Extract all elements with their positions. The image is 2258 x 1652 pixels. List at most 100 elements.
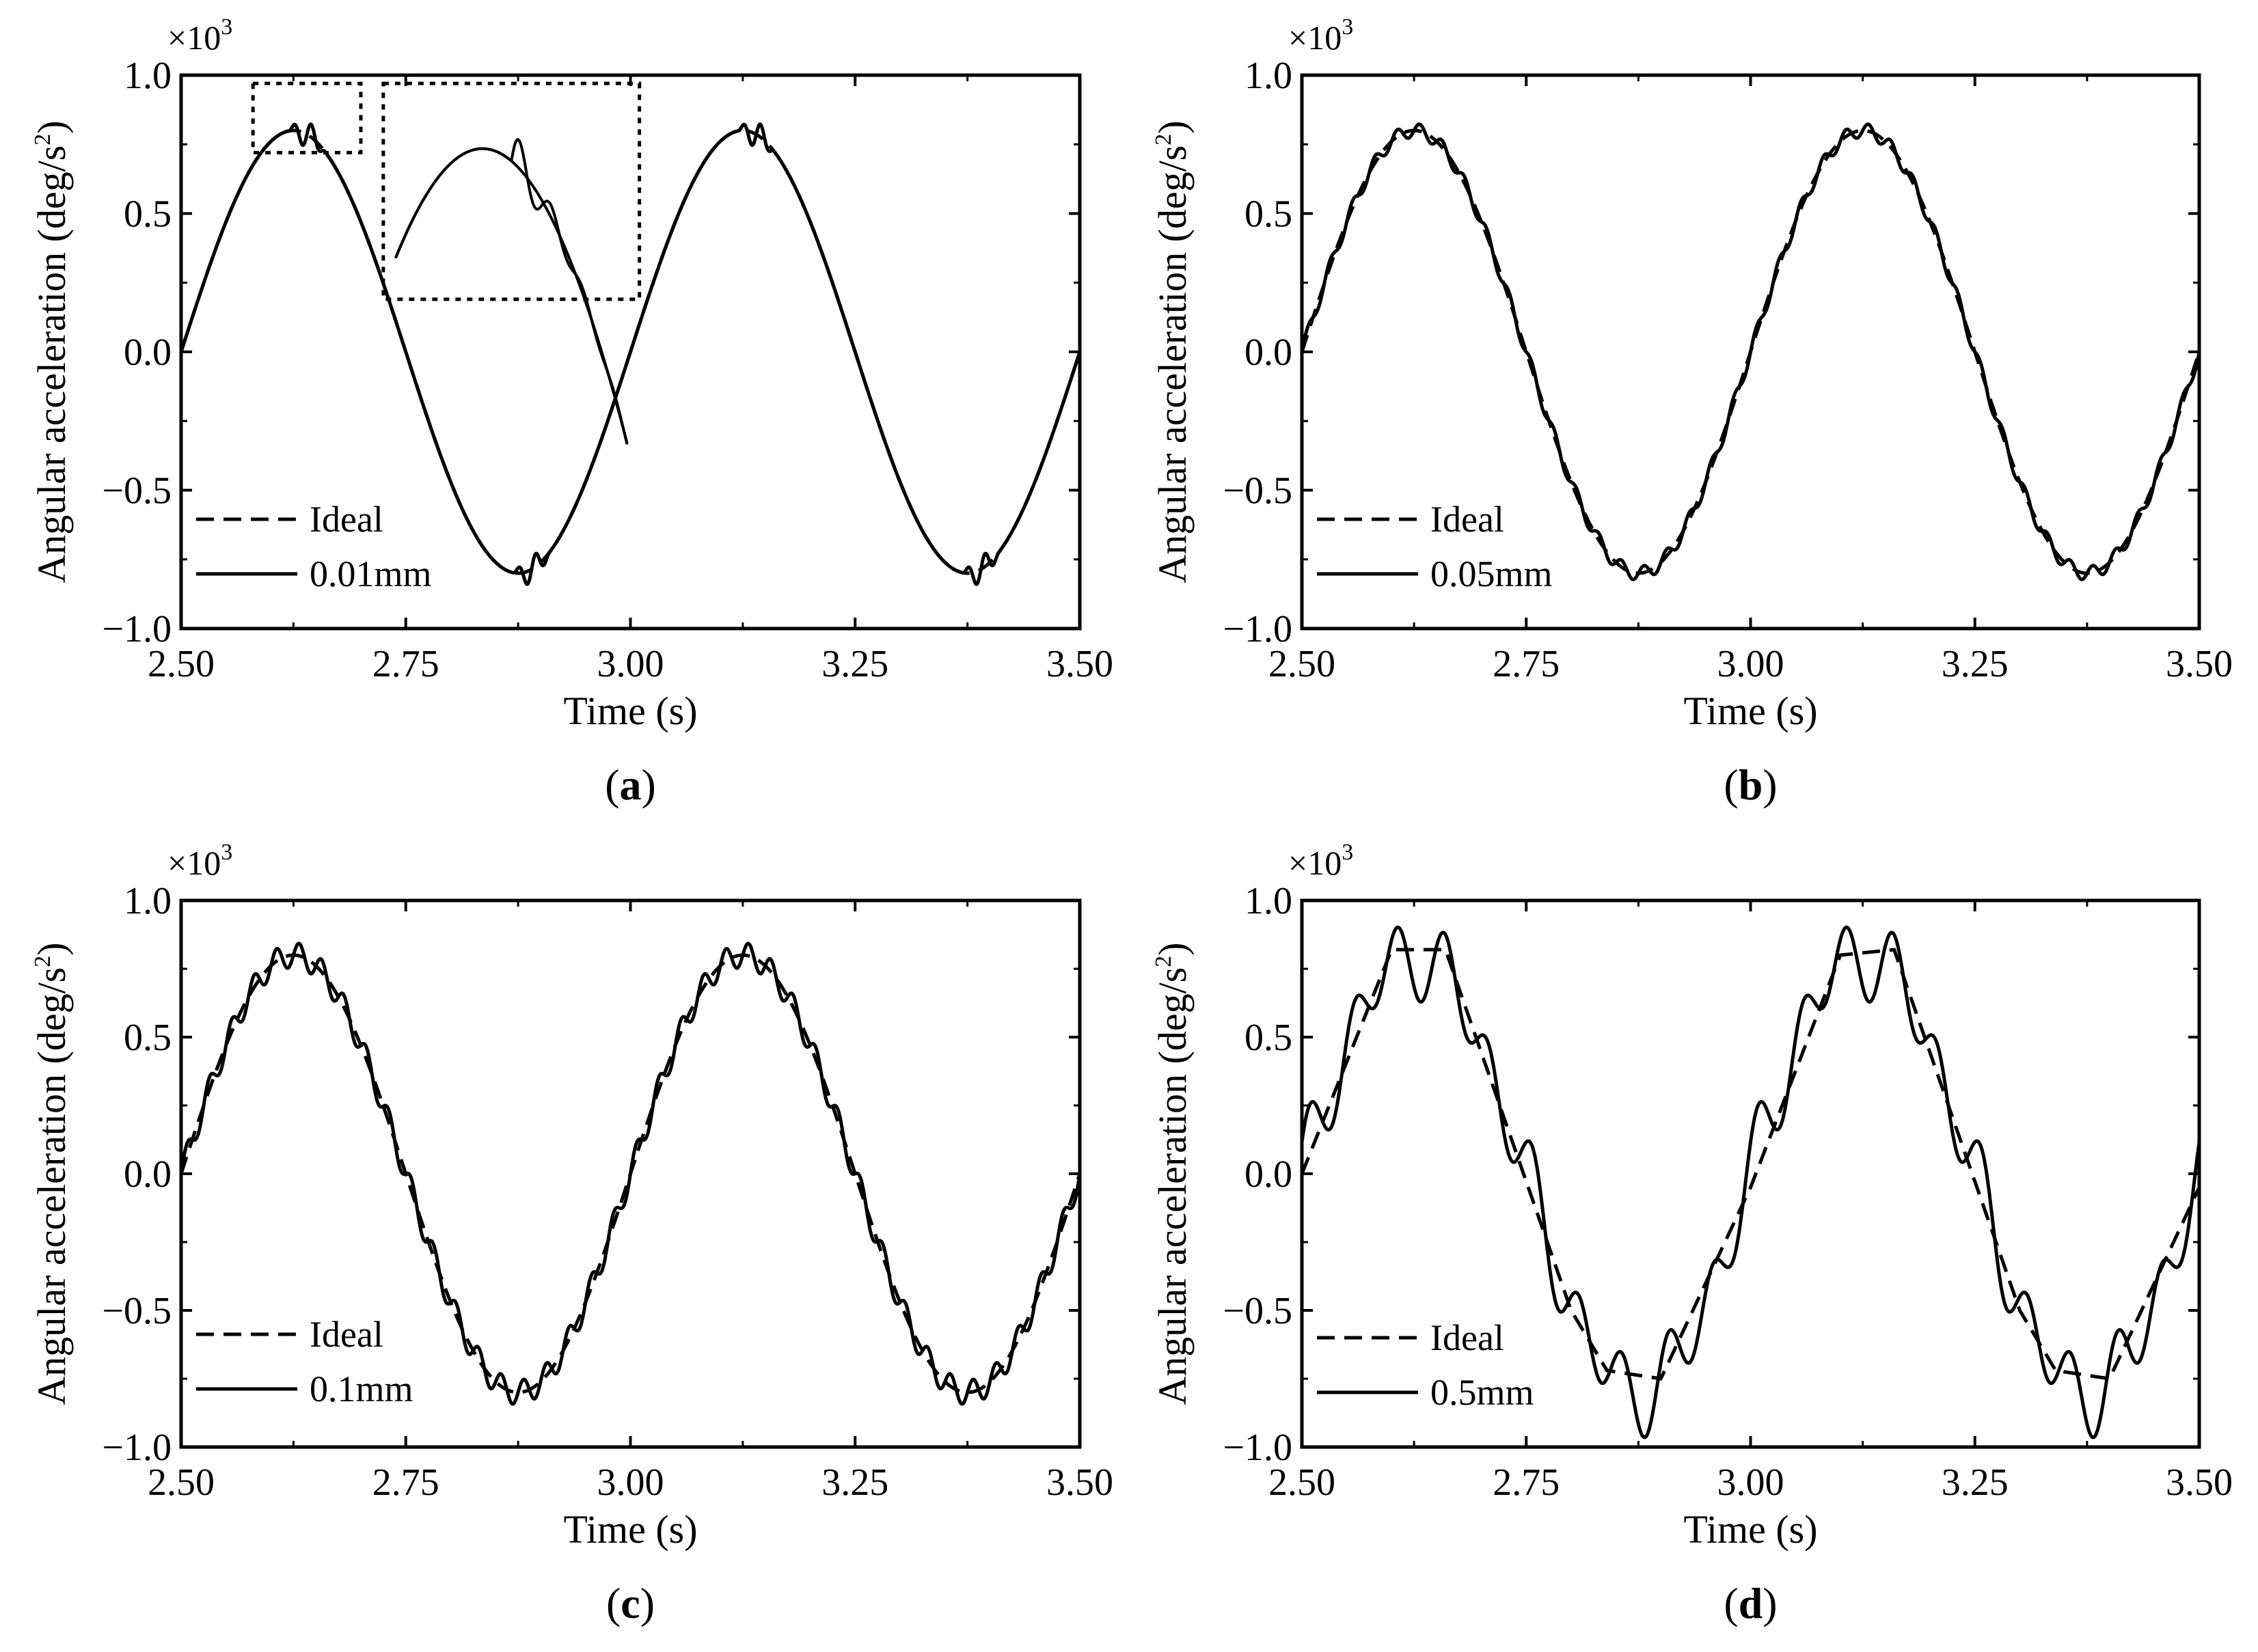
y-axis-label: Angular acceleration (deg/s2) xyxy=(29,942,74,1405)
y-axis-label: Angular acceleration (deg/s2) xyxy=(29,120,74,583)
x-tick-label: 3.25 xyxy=(821,643,888,685)
x-axis-label: Time (s) xyxy=(1683,1507,1817,1552)
y-axis-label-main: Angular acceleration (deg/s xyxy=(29,967,74,1405)
panel-label-open: ( xyxy=(1724,760,1738,809)
panel-label: (d) xyxy=(1724,1579,1777,1627)
y-axis-label-superscript: 2 xyxy=(30,134,55,146)
legend-ideal-label: Ideal xyxy=(1430,499,1504,540)
y-tick-label: 0.0 xyxy=(124,1153,172,1196)
chart-panel-b: 2.50 2.75 3.00 3.25 3.50 1.0 0.5 0.0 −0.5 −1.0 ×10… xyxy=(1150,14,2233,809)
panel-label-letter: a xyxy=(620,760,642,809)
y-tick-label: 1.0 xyxy=(1244,880,1292,922)
y-tick-label: 1.0 xyxy=(124,880,172,922)
y-tick-label: 0.5 xyxy=(124,1017,172,1059)
x-tick-label: 2.75 xyxy=(372,643,439,685)
legend-actual-label: 0.01mm xyxy=(310,553,432,594)
x-tick-label: 3.00 xyxy=(1717,643,1784,685)
x-tick-label: 3.00 xyxy=(597,1461,664,1504)
x-tick-label: 3.50 xyxy=(2166,1461,2233,1504)
y-axis-label-close: ) xyxy=(1150,942,1195,955)
y-axis-label-superscript: 2 xyxy=(1151,956,1176,967)
series-0.5mm-line xyxy=(1300,925,2201,1440)
x-axis-label: Time (s) xyxy=(563,1507,697,1552)
y-tick-label: −1.0 xyxy=(102,1427,172,1469)
x-tick-label: 3.50 xyxy=(1046,1461,1113,1504)
scale-exponent: 3 xyxy=(1342,14,1353,40)
y-tick-label: 1.0 xyxy=(124,55,172,97)
y-tick-label: 0.0 xyxy=(1244,331,1292,374)
x-tick-label: 2.75 xyxy=(372,1461,439,1504)
panel-label-open: ( xyxy=(605,760,619,809)
panel-label-letter: c xyxy=(621,1579,640,1627)
panel-label-letter: d xyxy=(1739,1579,1763,1627)
panel-label-letter: b xyxy=(1739,760,1763,809)
y-axis-label: Angular acceleration (deg/s2) xyxy=(1150,120,1195,583)
zoom-inset-box xyxy=(381,81,642,301)
y-axis-label-main: Angular acceleration (deg/s xyxy=(1150,146,1195,583)
x-tick-label: 2.50 xyxy=(148,1461,215,1504)
y-axis-label-superscript: 2 xyxy=(1151,134,1176,146)
zoom-ideal-line xyxy=(394,147,629,444)
series-0.05mm-line xyxy=(1300,122,2201,581)
y-tick-label: 0.0 xyxy=(124,331,172,374)
panel-label-close: ) xyxy=(1763,760,1777,809)
legend-actual-label: 0.1mm xyxy=(310,1368,413,1409)
scale-factor-label: ×103 xyxy=(1288,840,1353,882)
chart-panel-c: 2.50 2.75 3.00 3.25 3.50 1.0 0.5 0.0 −0.5 −1.0 ×10… xyxy=(29,840,1113,1627)
series-0.1mm-line xyxy=(179,941,1082,1406)
scale-prefix: ×10 xyxy=(1288,844,1342,882)
scale-prefix: ×10 xyxy=(167,18,221,57)
chart-panel-d: 2.50 2.75 3.00 3.25 3.50 1.0 0.5 0.0 −0.5 −1.0 ×10… xyxy=(1150,840,2233,1627)
x-tick-label: 3.25 xyxy=(821,1461,888,1504)
y-tick-label: −0.5 xyxy=(102,470,172,512)
chart-panel-a: 2.50 2.75 3.00 3.25 3.50 1.0 0.5 0.0 −0.5 −1.0 ×10… xyxy=(29,14,1113,809)
zoom-actual-line xyxy=(394,138,629,445)
y-axis-label-main: Angular acceleration (deg/s xyxy=(1150,967,1195,1405)
series-ideal-line xyxy=(1300,948,2201,1381)
panel-label-close: ) xyxy=(642,760,656,809)
scale-prefix: ×10 xyxy=(167,844,221,882)
panel-label: (a) xyxy=(605,760,656,809)
legend-actual-label: 0.05mm xyxy=(1430,553,1553,594)
x-tick-label: 3.50 xyxy=(2166,643,2233,685)
y-axis-label-close: ) xyxy=(29,942,74,955)
series-0.01mm-line xyxy=(179,122,1082,586)
y-axis-label-close: ) xyxy=(1150,120,1195,133)
scale-factor-label: ×103 xyxy=(1288,14,1353,57)
x-tick-label: 3.00 xyxy=(597,643,664,685)
zoom-source-box xyxy=(251,81,363,154)
scale-exponent: 3 xyxy=(221,840,232,865)
x-axis-label: Time (s) xyxy=(1683,689,1817,733)
panel-label-close: ) xyxy=(640,1579,655,1627)
y-tick-label: −0.5 xyxy=(102,1290,172,1332)
panel-label-open: ( xyxy=(606,1579,621,1627)
x-tick-label: 2.50 xyxy=(1268,1461,1335,1504)
legend-actual-label: 0.5mm xyxy=(1430,1372,1534,1413)
x-tick-label: 3.25 xyxy=(1942,643,2009,685)
x-tick-label: 3.25 xyxy=(1942,1461,2009,1504)
y-tick-label: 0.0 xyxy=(1244,1153,1292,1196)
y-tick-label: −1.0 xyxy=(1223,1427,1292,1469)
panel-label: (b) xyxy=(1724,760,1777,809)
y-tick-label: 0.5 xyxy=(1244,193,1292,236)
scale-prefix: ×10 xyxy=(1288,18,1342,57)
scale-factor-label: ×103 xyxy=(167,14,232,57)
y-tick-label: −0.5 xyxy=(1223,1290,1292,1332)
scale-exponent: 3 xyxy=(1342,840,1353,865)
legend-ideal-label: Ideal xyxy=(1430,1317,1504,1358)
y-axis-label: Angular acceleration (deg/s2) xyxy=(1150,942,1195,1405)
x-tick-label: 2.75 xyxy=(1493,643,1560,685)
x-tick-label: 2.75 xyxy=(1493,1461,1560,1504)
y-tick-label: −0.5 xyxy=(1223,470,1292,512)
scale-exponent: 3 xyxy=(221,14,232,40)
panel-label-open: ( xyxy=(1724,1579,1738,1627)
plot-frame xyxy=(1300,898,2201,1449)
legend-ideal-label: Ideal xyxy=(310,1314,383,1355)
y-tick-label: 0.5 xyxy=(124,193,172,236)
x-tick-label: 2.50 xyxy=(148,643,215,685)
scale-factor-label: ×103 xyxy=(167,840,232,882)
y-tick-label: 0.5 xyxy=(1244,1017,1292,1059)
x-tick-label: 3.00 xyxy=(1717,1461,1784,1504)
y-tick-label: 1.0 xyxy=(1244,55,1292,97)
